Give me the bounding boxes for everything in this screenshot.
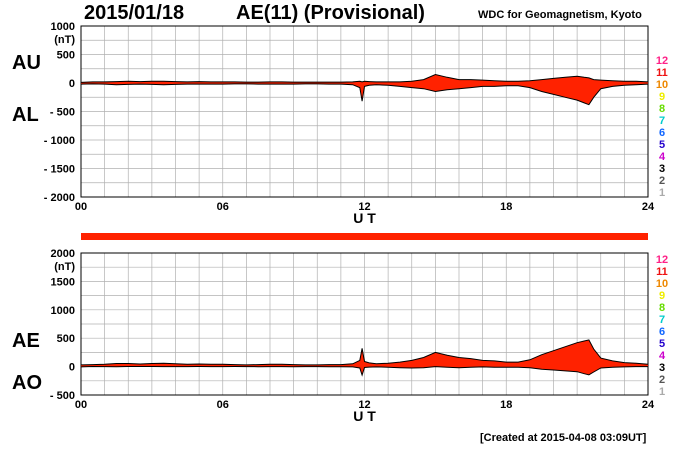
scale-label: 8 bbox=[659, 103, 665, 115]
scale-label: 1 bbox=[659, 187, 665, 199]
scale-label: 5 bbox=[659, 139, 665, 151]
y-tick-label: 1000 bbox=[51, 305, 75, 317]
scale-label: 9 bbox=[659, 91, 665, 103]
al-label: AL bbox=[12, 104, 39, 126]
y-tick-label: 1000 bbox=[51, 21, 75, 33]
source-label: WDC for Geomagnetism, Kyoto bbox=[478, 9, 642, 21]
x-tick-label: 18 bbox=[500, 201, 512, 213]
y-tick-label: 0 bbox=[69, 362, 75, 374]
y-tick-label: 500 bbox=[57, 333, 75, 345]
x-tick-label: 18 bbox=[500, 399, 512, 411]
y-unit-label: (nT) bbox=[54, 34, 75, 46]
date-label: 2015/01/18 bbox=[84, 2, 185, 24]
x-axis-label: U T bbox=[353, 210, 376, 226]
scale-label: 1 bbox=[659, 386, 665, 398]
panel-top: 1000 500 0 - 500 - 1000 - 1500 - 2000 (nT) 00 06 1… bbox=[44, 21, 668, 226]
y-unit-label: (nT) bbox=[54, 261, 75, 273]
series-line-au bbox=[80, 73, 649, 83]
plot-frame bbox=[80, 252, 649, 396]
ae-label: AE bbox=[12, 330, 40, 352]
scale-label: 12 bbox=[656, 254, 668, 266]
ao-label: AO bbox=[12, 372, 42, 394]
x-tick-label: 00 bbox=[75, 201, 87, 213]
plot-frame bbox=[80, 25, 649, 198]
x-tick-label: 06 bbox=[217, 399, 229, 411]
scale-label: 11 bbox=[656, 67, 668, 79]
scale-label: 3 bbox=[659, 163, 665, 175]
scale-label: 7 bbox=[659, 115, 665, 127]
series-line-ao bbox=[80, 365, 648, 377]
au-label: AU bbox=[12, 52, 41, 74]
x-axis-label: U T bbox=[353, 408, 376, 424]
y-tick-label: - 500 bbox=[50, 107, 75, 119]
scale-label: 4 bbox=[659, 350, 666, 362]
scale-label: 2 bbox=[659, 175, 665, 187]
y-tick-label: 1500 bbox=[51, 276, 75, 288]
y-tick-label: - 1000 bbox=[44, 135, 75, 147]
x-tick-label: 24 bbox=[642, 201, 655, 213]
x-tick-label: 00 bbox=[75, 399, 87, 411]
x-tick-label: 06 bbox=[217, 201, 229, 213]
scale-label: 5 bbox=[659, 338, 665, 350]
x-tick-label: 12 bbox=[358, 201, 370, 213]
scale-label: 9 bbox=[659, 290, 665, 302]
created-timestamp: [Created at 2015-04-08 03:09UT] bbox=[480, 432, 647, 444]
y-tick-label: 500 bbox=[57, 50, 75, 62]
y-tick-label: - 500 bbox=[50, 390, 75, 402]
y-tick-label: - 2000 bbox=[44, 192, 75, 204]
scale-label: 7 bbox=[659, 314, 665, 326]
scale-label: 4 bbox=[659, 151, 666, 163]
series-line-al bbox=[80, 83, 649, 106]
x-tick-label: 24 bbox=[642, 399, 655, 411]
scale-label: 2 bbox=[659, 374, 665, 386]
series-line-ae bbox=[80, 339, 649, 366]
scale-label: 12 bbox=[656, 55, 668, 67]
scale-label: 8 bbox=[659, 302, 665, 314]
scale-label: 11 bbox=[656, 266, 668, 278]
scale-label: 6 bbox=[659, 127, 665, 139]
y-tick-label: 0 bbox=[69, 78, 75, 90]
scale-label: 3 bbox=[659, 362, 665, 374]
scale-label: 10 bbox=[656, 278, 668, 290]
chart-title: AE(11) (Provisional) bbox=[236, 2, 425, 24]
separator-bar bbox=[81, 233, 648, 240]
scale-label: 6 bbox=[659, 326, 665, 338]
y-tick-label: 2000 bbox=[51, 248, 75, 260]
x-tick-label: 12 bbox=[358, 399, 370, 411]
scale-label: 10 bbox=[656, 79, 668, 91]
y-tick-label: - 1500 bbox=[44, 164, 75, 176]
